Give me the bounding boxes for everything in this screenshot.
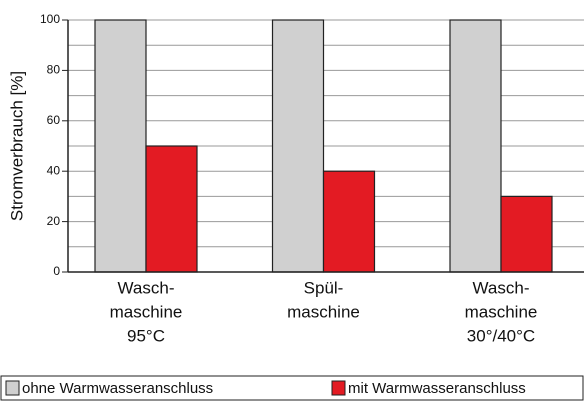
- legend-frame: [0, 375, 584, 401]
- y-tick-label: 40: [47, 163, 61, 177]
- x-tick-label: Spül-: [304, 278, 344, 297]
- y-tick-label: 0: [53, 264, 60, 278]
- bar: [271, 19, 325, 273]
- legend-label: ohne Warmwasseranschluss: [22, 380, 213, 397]
- y-tick-label: 100: [40, 12, 60, 26]
- x-tick-label: 30°/40°C: [467, 326, 535, 345]
- y-tick-label: 80: [47, 63, 61, 77]
- bar: [500, 195, 553, 273]
- legend-swatch: [331, 380, 346, 396]
- x-tick-label: maschine: [465, 302, 538, 321]
- legend-label: mit Warmwasseranschluss: [348, 380, 526, 397]
- bar: [322, 170, 376, 273]
- bar: [449, 19, 502, 273]
- y-tick-label: 60: [47, 113, 61, 127]
- y-axis-label: Stromverbrauch [%]: [7, 71, 26, 221]
- x-tick-label: Wasch-: [118, 278, 175, 297]
- y-tick-label: 20: [47, 214, 61, 228]
- x-tick-label: Wasch-: [473, 278, 530, 297]
- x-tick-label: 95°C: [127, 326, 165, 345]
- x-tick-label: maschine: [110, 302, 183, 321]
- bar: [145, 145, 198, 273]
- legend-swatch: [5, 380, 20, 396]
- bar: [94, 19, 147, 273]
- x-tick-label: maschine: [287, 302, 360, 321]
